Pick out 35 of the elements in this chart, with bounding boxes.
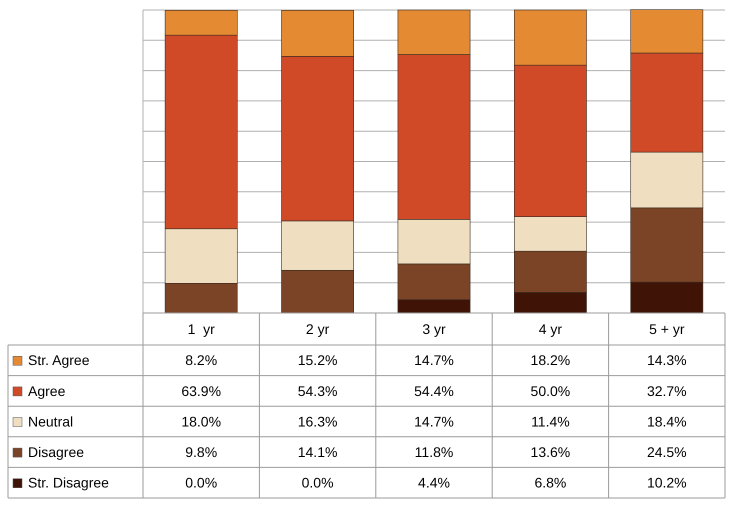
x-tick-label: 3 yr (422, 320, 446, 337)
data-label: 13.6% (530, 444, 570, 460)
data-label: 4.4% (418, 474, 450, 491)
data-label: 11.4% (531, 413, 570, 430)
legend-label: Disagree (28, 444, 84, 460)
legend-label: Str. Disagree (28, 474, 110, 491)
data-label: 10.2% (646, 474, 687, 491)
x-tick-label: 4 yr (538, 320, 562, 337)
data-label: 54.3% (298, 382, 338, 399)
data-label: 54.4% (414, 382, 454, 399)
data-label: 32.7% (646, 382, 687, 399)
data-label: 14.1% (298, 444, 338, 460)
data-label: 6.8% (534, 474, 566, 491)
data-label: 14.7% (414, 352, 454, 368)
data-label: 63.9% (181, 382, 222, 399)
data-label: 8.2% (185, 352, 218, 368)
data-label: 15.2% (298, 352, 338, 368)
data-label: 18.0% (181, 413, 222, 430)
x-tick-label: 5 + yr (649, 320, 685, 337)
data-label: 9.8% (185, 444, 218, 460)
data-label: 18.2% (530, 352, 570, 368)
data-label: 16.3% (298, 413, 338, 430)
data-label: 50.0% (530, 382, 570, 399)
data-label: 14.3% (646, 352, 687, 368)
data-label: 11.8% (414, 444, 454, 460)
data-label: 18.4% (646, 413, 687, 430)
legend-label: Agree (28, 382, 66, 399)
data-label: 0.0% (302, 474, 334, 491)
legend-label: Neutral (28, 413, 74, 430)
data-label: 14.7% (414, 413, 454, 430)
x-tick-label: 2 yr (306, 320, 330, 337)
data-label: 24.5% (646, 444, 687, 460)
legend-label: Str. Agree (28, 352, 90, 368)
data-label: 0.0% (185, 474, 218, 491)
x-tick-label: 1 yr (188, 320, 216, 337)
